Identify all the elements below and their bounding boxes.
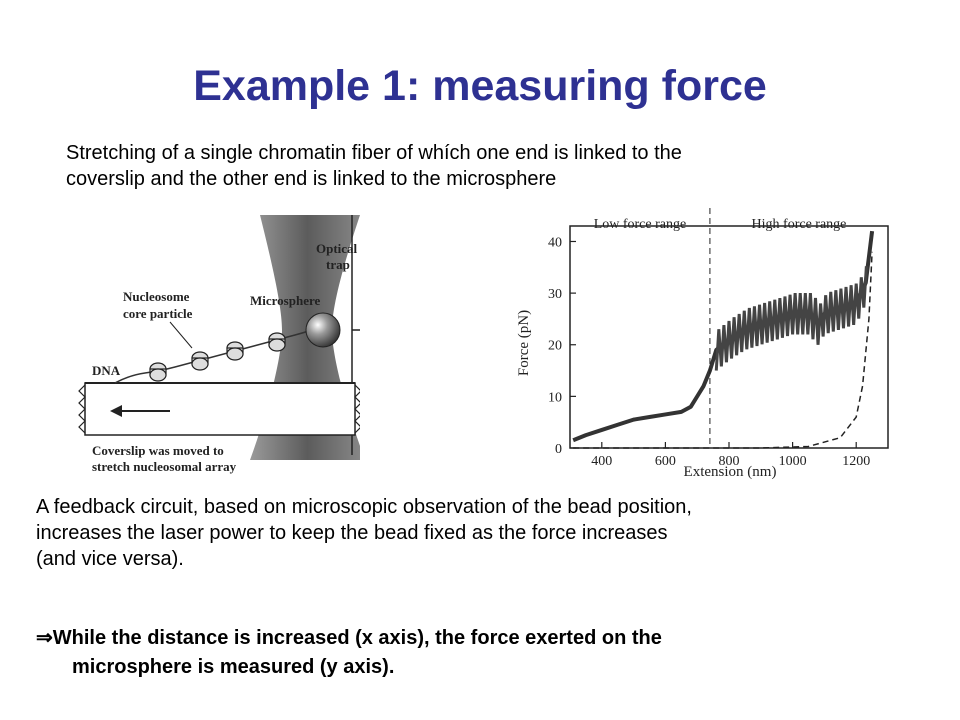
nucleosome-label: Nucleosome bbox=[123, 289, 190, 304]
coverslip-label: Coverslip was moved to bbox=[92, 443, 224, 458]
feedback-paragraph: A feedback circuit, based on microscopic… bbox=[36, 494, 936, 572]
annotation-high-force: High force range bbox=[752, 217, 847, 232]
y-tick-label: 10 bbox=[548, 390, 562, 405]
intro-line-1: Stretching of a single chromatin fiber o… bbox=[66, 142, 682, 164]
slide-title: Example 1: measuring force bbox=[193, 62, 767, 110]
y-tick-label: 0 bbox=[555, 442, 562, 457]
optical-trap-label-2: trap bbox=[326, 257, 350, 272]
x-tick-label: 600 bbox=[655, 454, 676, 469]
conclusion-line-2: microsphere is measured (y axis). bbox=[72, 656, 395, 678]
coverslip-label-2: stretch nucleosomal array bbox=[92, 459, 237, 474]
y-tick-label: 40 bbox=[548, 235, 562, 250]
conclusion-line-1: While the distance is increased (x axis)… bbox=[52, 627, 662, 649]
annotation-low-force: Low force range bbox=[594, 217, 687, 232]
feedback-line-1: A feedback circuit, based on microscopic… bbox=[36, 496, 692, 518]
feedback-line-2: increases the laser power to keep the be… bbox=[36, 522, 668, 544]
nucleosome-particles bbox=[149, 332, 286, 382]
left-spring-icon bbox=[78, 384, 86, 434]
intro-line-2: coverslip and the other end is linked to… bbox=[66, 168, 557, 190]
coverslip bbox=[84, 382, 356, 436]
right-spring-icon bbox=[354, 384, 360, 434]
x-tick-label: 1200 bbox=[842, 454, 870, 469]
x-tick-label: 400 bbox=[591, 454, 612, 469]
optical-trap-label: Optical bbox=[316, 241, 358, 256]
x-tick-label: 1000 bbox=[779, 454, 807, 469]
x-axis-label: Extension (nm) bbox=[684, 464, 777, 480]
dna-label: DNA bbox=[92, 363, 121, 378]
optical-trap-diagram: Optical trap Microsphere Nucleosome core… bbox=[78, 215, 360, 474]
conclusion-text: ⇒While the distance is increased (x axis… bbox=[36, 624, 936, 682]
dna-strand bbox=[114, 326, 321, 384]
series-sawtooth-texture bbox=[714, 266, 868, 371]
y-axis-label: Force (pN) bbox=[516, 310, 532, 376]
y-tick-label: 20 bbox=[548, 339, 562, 354]
nucleosome-label-2: core particle bbox=[123, 306, 193, 321]
microsphere-label: Microsphere bbox=[250, 293, 321, 308]
implies-arrow-icon: ⇒ bbox=[36, 627, 53, 649]
y-tick-label: 30 bbox=[548, 287, 562, 302]
force-extension-chart: 0 10 20 30 40 400 600 800 1000 1200 Low force ra… bbox=[516, 208, 889, 480]
microsphere bbox=[305, 312, 341, 348]
series-model-curve bbox=[573, 251, 873, 449]
feedback-line-3: (and vice versa). bbox=[36, 548, 184, 570]
x-tick-label: 800 bbox=[719, 454, 740, 469]
intro-text: Stretching of a single chromatin fiber o… bbox=[66, 140, 926, 192]
